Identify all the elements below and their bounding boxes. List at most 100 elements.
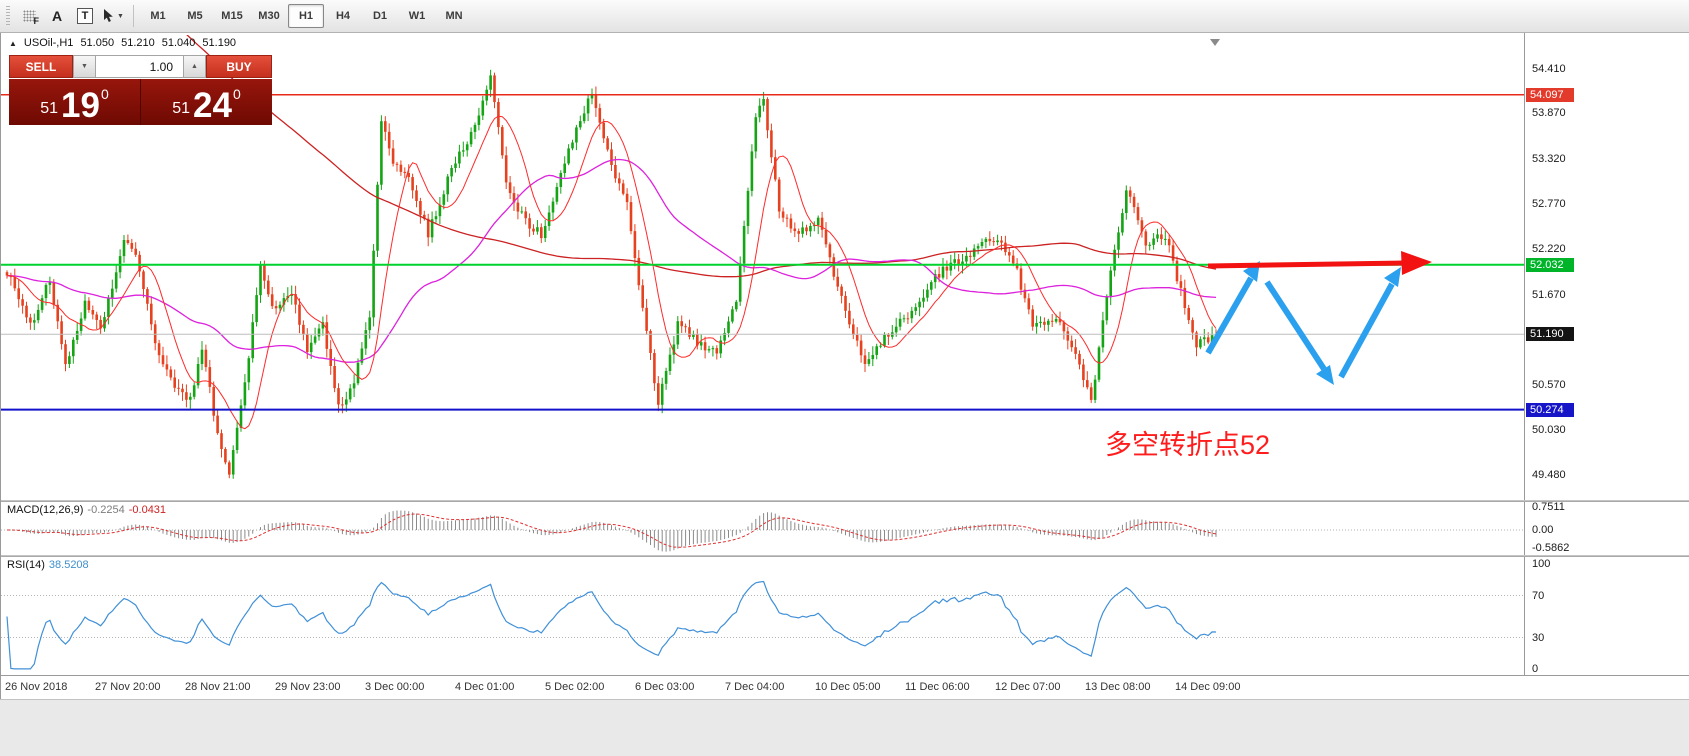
timeframe-group: M1 M5 M15 M30 H1 H4 D1 W1 MN [140, 4, 473, 28]
letter-t-icon: T [77, 8, 93, 24]
horizontal-levels-layer [1, 94, 1524, 411]
time-axis-label: 7 Dec 04:00 [725, 681, 785, 693]
projection-arrow-up-2[interactable] [1338, 267, 1401, 379]
price-scale-label: 50.030 [1532, 424, 1566, 436]
rsi-value: 38.5208 [48, 559, 89, 571]
price-scale-label: 51.670 [1532, 289, 1566, 301]
time-axis-label: 26 Nov 2018 [5, 681, 68, 693]
grid-f-button[interactable]: F [16, 4, 42, 28]
time-axis-label: 14 Dec 09:00 [1175, 681, 1241, 693]
ask-price-display[interactable]: 51 24 0 [141, 79, 272, 125]
price-chart[interactable] [1, 35, 1524, 500]
drawn-objects-layer [1205, 251, 1432, 385]
price-level-badge: 51.190 [1526, 327, 1574, 341]
panel-splitter-macd[interactable] [1, 500, 1689, 502]
toolbar-grip[interactable] [6, 6, 10, 26]
rsi-chart[interactable] [1, 557, 1524, 675]
toolbar: F A T ▼ M1 M5 M15 M30 H1 H4 D1 W1 MN [0, 0, 1689, 33]
time-axis-label: 6 Dec 03:00 [635, 681, 695, 693]
time-axis-label: 10 Dec 05:00 [815, 681, 881, 693]
rsi-name: RSI(14) [7, 559, 45, 571]
rsi-scale-label: 70 [1532, 590, 1545, 602]
cursor-tool-button[interactable]: ▼ [100, 4, 126, 28]
ohlc-open: 51.050 [80, 37, 115, 49]
timeframe-h4-button[interactable]: H4 [335, 10, 351, 22]
macd-main-value: -0.2254 [87, 504, 125, 516]
time-axis[interactable]: 26 Nov 2018 27 Nov 20:00 28 Nov 21:00 29 No… [1, 676, 1689, 699]
moving-averages-layer [6, 35, 1217, 430]
price-scale-label: 53.870 [1532, 107, 1566, 119]
ask-big-figure: 51 [172, 100, 191, 117]
price-scale-label: 54.410 [1532, 63, 1566, 75]
time-axis-label: 4 Dec 01:00 [455, 681, 515, 693]
chart-window: ▲ USOil-,H1 51.050 51.210 51.040 51.190 … [0, 33, 1689, 699]
collapse-panel-icon[interactable]: ▲ [9, 38, 17, 48]
buy-button[interactable]: BUY [206, 55, 272, 78]
volume-input[interactable] [96, 55, 183, 78]
price-scale-label: 49.480 [1532, 469, 1566, 481]
breakout-arrow-right[interactable] [1207, 251, 1432, 275]
rsi-scale-label: 30 [1532, 632, 1545, 644]
macd-scale-label: 0.00 [1532, 524, 1554, 536]
projection-arrow-down[interactable] [1264, 280, 1334, 385]
time-axis-label: 29 Nov 23:00 [275, 681, 341, 693]
projection-arrow-up-1[interactable] [1205, 261, 1260, 355]
macd-label: MACD(12,26,9) -0.2254 -0.0431 [7, 504, 166, 516]
timeframe-w1-button[interactable]: W1 [408, 10, 426, 22]
chart-shift-marker[interactable] [1210, 39, 1220, 46]
price-scale-label: 50.570 [1532, 379, 1566, 391]
price-level-badge: 50.274 [1526, 403, 1574, 417]
text-box-button[interactable]: T [72, 4, 98, 28]
sell-button[interactable]: SELL [9, 55, 73, 78]
candles-layer [5, 69, 1218, 479]
rsi-scale-label: 0 [1532, 663, 1539, 675]
macd-signal-value: -0.0431 [128, 504, 167, 516]
volume-decrease-button[interactable]: ▼ [73, 55, 96, 78]
ask-point: 0 [232, 86, 241, 102]
time-axis-label: 13 Dec 08:00 [1085, 681, 1151, 693]
panel-splitter-rsi[interactable] [1, 555, 1689, 557]
macd-name: MACD(12,26,9) [7, 504, 84, 516]
price-scale-label: 52.220 [1532, 243, 1566, 255]
ohlc-high: 51.210 [121, 37, 155, 49]
macd-scale-label: 0.7511 [1532, 501, 1565, 513]
time-axis-label: 28 Nov 21:00 [185, 681, 251, 693]
time-axis-label: 3 Dec 00:00 [365, 681, 425, 693]
ask-pips: 24 [193, 86, 232, 126]
price-level-badge: 54.097 [1526, 88, 1574, 102]
symbol-info: ▲ USOil-,H1 51.050 51.210 51.040 51.190 [9, 37, 236, 49]
volume-increase-button[interactable]: ▲ [183, 55, 206, 78]
ohlc-close: 51.190 [202, 37, 237, 49]
bid-price-display[interactable]: 51 19 0 [9, 79, 140, 125]
chevron-down-icon: ▼ [117, 12, 124, 20]
rsi-label: RSI(14) 38.5208 [7, 559, 89, 571]
price-scale[interactable]: 54.410 53.870 53.320 52.770 52.220 51.670 50.5… [1524, 33, 1689, 675]
timeframe-d1-button[interactable]: D1 [372, 10, 388, 22]
price-scale-label: 53.320 [1532, 153, 1566, 165]
one-click-trading-panel: SELL ▼ ▲ BUY 51 19 0 51 24 0 [9, 55, 272, 125]
time-axis-label: 5 Dec 02:00 [545, 681, 605, 693]
cursor-icon [104, 9, 113, 22]
timeframe-m5-button[interactable]: M5 [187, 10, 203, 22]
grid-pattern-icon [22, 10, 36, 22]
timeframe-m15-button[interactable]: M15 [221, 10, 243, 22]
timeframe-m30-button[interactable]: M30 [258, 10, 280, 22]
letter-a-icon: A [51, 8, 63, 24]
window-footer [0, 699, 1689, 756]
timeframe-mn-button[interactable]: MN [445, 10, 463, 22]
time-axis-separator [1, 675, 1689, 676]
price-level-badge: 52.032 [1526, 258, 1574, 272]
toolbar-separator [133, 5, 134, 27]
timeframe-m1-button[interactable]: M1 [150, 10, 166, 22]
time-axis-label: 11 Dec 06:00 [905, 681, 970, 693]
time-axis-label: 27 Nov 20:00 [95, 681, 161, 693]
symbol-name: USOil-,H1 [23, 37, 74, 49]
bid-big-figure: 51 [40, 100, 59, 117]
macd-chart[interactable] [1, 502, 1524, 555]
grid-f-letter: F [33, 16, 40, 26]
timeframe-h1-button[interactable]: H1 [288, 4, 324, 28]
bid-pips: 19 [61, 86, 100, 126]
text-annotation-button[interactable]: A [44, 4, 70, 28]
chart-annotation-text[interactable]: 多空转折点52 [1105, 430, 1271, 460]
time-axis-label: 12 Dec 07:00 [995, 681, 1061, 693]
